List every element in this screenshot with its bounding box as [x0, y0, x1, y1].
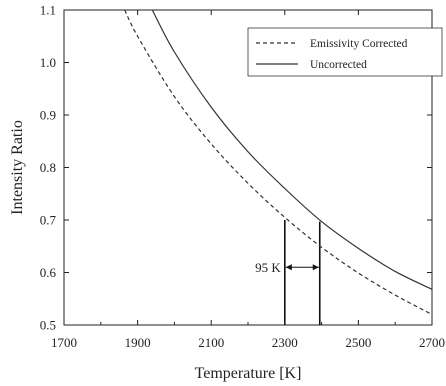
legend-label-uncorrected: Uncorrected	[310, 59, 367, 71]
y-tick-label: 0.8	[40, 160, 56, 175]
y-tick-label: 0.9	[40, 108, 56, 123]
x-tick-label: 1900	[125, 335, 151, 350]
legend-box	[247, 27, 443, 77]
x-tick-label: 2300	[272, 335, 298, 350]
series-layer	[124, 9, 433, 316]
annotation-arrowhead-left	[285, 264, 292, 271]
y-tick-label: 0.5	[40, 318, 56, 333]
y-axis-ticks: 0.5 0.6 0.7 0.8 0.9 1.0 1.1	[40, 3, 432, 333]
y-tick-label: 1.1	[40, 3, 56, 18]
series-line-uncorrected	[151, 9, 433, 290]
annotation-arrowhead-right	[312, 264, 319, 271]
legend: Emissivity Corrected Uncorrected	[247, 27, 443, 77]
x-axis-ticks: 1700 1900 2100 2300 2500 2700	[51, 10, 445, 350]
y-axis-label: Intensity Ratio	[9, 120, 26, 215]
y-tick-label: 1.0	[40, 55, 56, 70]
x-tick-label: 2100	[198, 335, 224, 350]
x-tick-label: 1700	[51, 335, 77, 350]
legend-label-emissivity-corrected: Emissivity Corrected	[310, 38, 408, 50]
x-axis-label: Temperature [K]	[195, 365, 302, 382]
y-tick-label: 0.6	[40, 265, 57, 280]
y-tick-label: 0.7	[40, 213, 57, 228]
annotation-layer: 95 K	[255, 220, 321, 325]
annotation-label: 95 K	[255, 260, 281, 275]
x-tick-label: 2700	[419, 335, 445, 350]
x-tick-label: 2500	[345, 335, 371, 350]
